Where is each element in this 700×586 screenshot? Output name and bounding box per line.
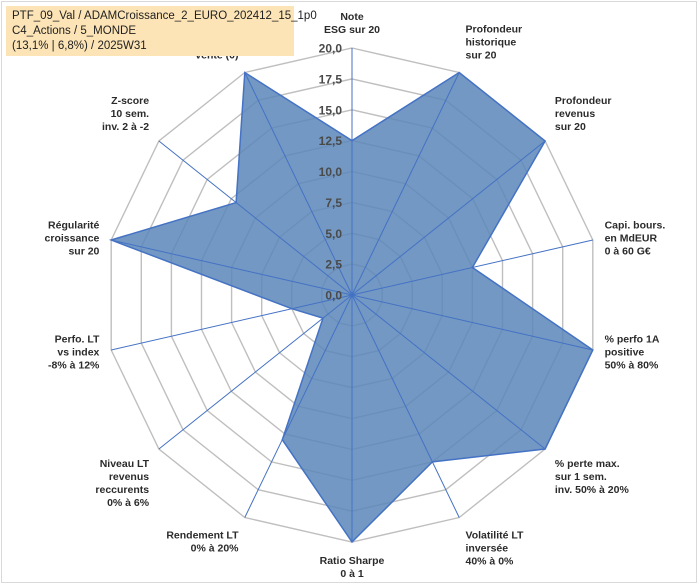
axis-spoke-7 xyxy=(351,294,460,518)
axis-spoke-14 xyxy=(244,72,353,296)
tick-label: 5,0 xyxy=(325,227,342,241)
axis-spoke-10 xyxy=(158,294,353,450)
axis-spoke-4 xyxy=(351,239,593,296)
title-line-2: C4_Actions / 5_MONDE xyxy=(12,25,136,37)
axis-spoke-9 xyxy=(244,294,353,518)
tick-label: 17,5 xyxy=(319,72,343,86)
axis-label-5: % perfo 1A positive 50% à 80% xyxy=(605,334,660,372)
title-line-1: PTF_09_Val / ADAMCroissance_2_EURO_20241… xyxy=(12,10,317,22)
tick-label: 7,5 xyxy=(325,196,342,210)
axis-label-7: Volatilité LT inversée 40% à 0% xyxy=(466,530,525,568)
axis-label-3: Profondeur revenus sur 20 xyxy=(555,95,612,133)
axis-spoke-11 xyxy=(111,294,353,351)
axis-label-13: Z-score 10 sem. inv. 2 à -2 xyxy=(102,95,149,133)
axis-spoke-3 xyxy=(351,140,546,296)
axis-spoke-5 xyxy=(351,294,593,351)
axis-label-10: Niveau LT revenus reccurents 0% à 6% xyxy=(95,458,149,509)
axis-spoke-13 xyxy=(158,140,353,296)
tick-label: 15,0 xyxy=(319,103,343,117)
axis-label-6: % perte max. sur 1 sem. inv. 50% à 20% xyxy=(555,458,630,496)
tick-label: 2,5 xyxy=(325,258,342,272)
axis-label-4: Capi. bours. en MdEUR 0 à 60 G€ xyxy=(605,219,666,257)
axis-spoke-6 xyxy=(351,294,546,450)
axis-label-12: Régularité croissance sur 20 xyxy=(45,219,100,257)
tick-label: 12,5 xyxy=(319,134,343,148)
chart-title-box: PTF_09_Val / ADAMCroissance_2_EURO_20241… xyxy=(6,6,317,56)
title-line-3: (13,1% | 6,8%) / 2025W31 xyxy=(12,40,147,52)
tick-label: 20,0 xyxy=(319,42,343,56)
axis-label-11: Perfo. LT vs index -8% à 12% xyxy=(48,334,100,372)
axis-label-9: Rendement LT 0% à 20% xyxy=(166,530,239,555)
axis-label-2: Profondeur historique sur 20 xyxy=(466,24,523,62)
axis-label-1: Note ESG sur 20 xyxy=(324,11,380,36)
axis-spoke-12 xyxy=(111,239,353,296)
axis-spoke-2 xyxy=(351,72,460,296)
tick-label: 10,0 xyxy=(319,165,343,179)
tick-label: 0,0 xyxy=(325,289,342,303)
axis-label-8: Ratio Sharpe 0 à 1 xyxy=(320,555,385,580)
